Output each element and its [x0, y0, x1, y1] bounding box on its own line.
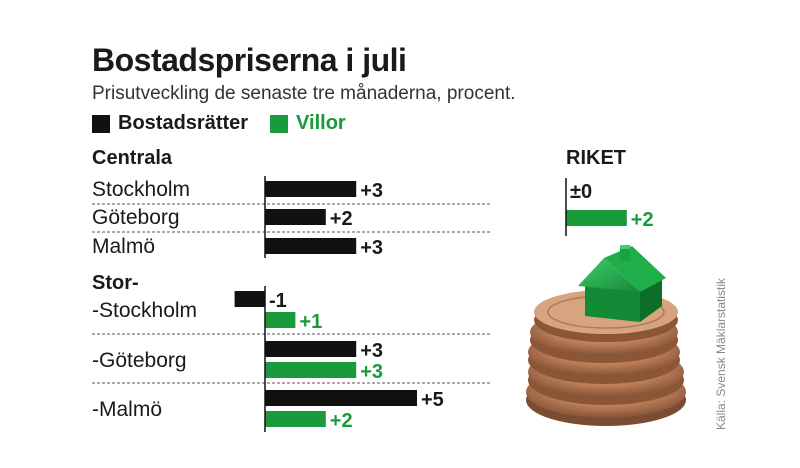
legend-swatch-bostadsratter	[92, 114, 110, 133]
centrala-stockholm-value-label: +3	[360, 180, 383, 202]
stor-stockholm-bostadsratter-bar	[234, 291, 265, 307]
centrala-göteborg-value-label: +2	[330, 208, 353, 230]
stor-göteborg-villor-bar	[265, 362, 357, 378]
centrala-stockholm-label: Stockholm	[92, 178, 190, 201]
coin-stack	[526, 290, 686, 426]
stor-göteborg-label: -Göteborg	[92, 349, 187, 372]
source-credit: Källa: Svensk Mäklarstatistik	[714, 277, 728, 430]
coin-stack-house-illustration	[526, 245, 686, 426]
group-heading-stor: Stor-	[92, 272, 139, 294]
stor-malmö-villor-bar	[265, 411, 326, 427]
legend-label-villor: Villor	[296, 112, 346, 134]
chart-title: Bostadspriserna i juli	[92, 42, 407, 78]
stor-malmö-villor-value-label: +2	[330, 410, 353, 432]
stor-stockholm-bostadsratter-value-label: -1	[269, 290, 287, 312]
chart-subtitle: Prisutveckling de senaste tre månaderna,…	[92, 83, 516, 104]
legend: Bostadsrätter Villor	[92, 112, 346, 135]
stor-malmö-bostadsratter-bar	[265, 390, 417, 406]
legend-swatch-villor	[270, 114, 289, 133]
stor-stockholm-villor-bar	[265, 312, 296, 328]
riket-heading: RIKET	[566, 147, 626, 169]
green-house	[578, 245, 666, 322]
stor-göteborg-bostadsratter-value-label: +3	[360, 340, 383, 362]
stor-göteborg-villor-value-label: +3	[360, 361, 383, 383]
stor-malmö-bostadsratter-value-label: +5	[421, 389, 444, 411]
centrala-malmö-label: Malmö	[92, 235, 155, 258]
centrala-stockholm-bar	[265, 181, 357, 197]
riket-villor-value-label: +2	[631, 209, 654, 231]
centrala-malmö-bar	[265, 238, 357, 254]
riket-villor-bar	[566, 210, 627, 226]
stor-malmö-label: -Malmö	[92, 398, 162, 421]
group-heading-centrala: Centrala	[92, 147, 173, 169]
stor-göteborg-bostadsratter-bar	[265, 341, 357, 357]
legend-label-bostadsratter: Bostadsrätter	[118, 112, 249, 134]
stor-stockholm-label: -Stockholm	[92, 299, 197, 322]
centrala-malmö-value-label: +3	[360, 237, 383, 259]
stor-stockholm-villor-value-label: +1	[299, 311, 322, 333]
centrala-göteborg-label: Göteborg	[92, 206, 180, 229]
centrala-göteborg-bar	[265, 209, 326, 225]
riket-bostadsratter-value-label: ±0	[570, 181, 592, 203]
